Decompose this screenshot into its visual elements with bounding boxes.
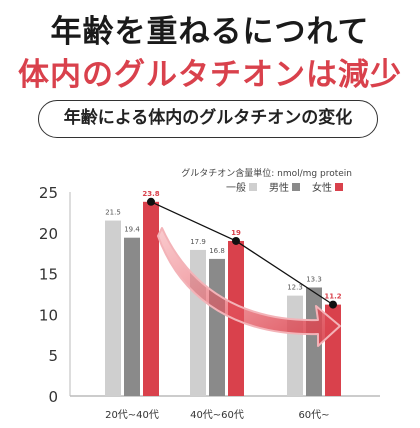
y-tick-label: 25 <box>39 184 58 202</box>
value-labels: 21.5 19.4 23.8 17.916.8 19 12.313.3 11.2 <box>105 190 342 301</box>
legend-label: 一般 <box>226 181 246 194</box>
data-label: 19.4 <box>124 226 140 234</box>
unit-label: グルタチオン含量単位: nmol/mg protein <box>181 167 352 179</box>
trend-point <box>232 236 240 245</box>
y-tick-label: 10 <box>39 306 58 324</box>
trend-point <box>329 300 337 309</box>
headline-line-2: 体内のグルタチオンは減少 <box>18 57 402 93</box>
legend-swatch <box>292 183 300 191</box>
y-tick-label: 20 <box>39 225 58 243</box>
chart-subtitle-pill: 年齢による体内のグルタチオンの変化 <box>38 100 378 138</box>
headline-line-1: 年齢を重ねるにつれて <box>50 14 370 50</box>
y-axis: 0 5 10 15 20 25 <box>39 184 380 406</box>
x-tick-label: 20代~40代 <box>105 409 159 421</box>
data-label: 16.8 <box>209 247 225 255</box>
x-tick-label: 40代~60代 <box>190 409 244 421</box>
bar <box>287 295 303 396</box>
legend-label: 女性 <box>312 181 332 194</box>
data-label: 13.3 <box>306 275 322 283</box>
female-trend-line <box>147 197 337 309</box>
x-axis-labels: 20代~40代 40代~60代 60代~ <box>105 409 329 421</box>
x-tick-label: 60代~ <box>298 409 329 421</box>
legend-swatch <box>249 183 257 191</box>
bar <box>209 258 225 396</box>
decline-arrow <box>157 227 341 347</box>
legend-swatch <box>335 183 343 191</box>
legend: 一般 男性 女性 <box>226 181 343 194</box>
bar <box>190 249 206 396</box>
legend-label: 男性 <box>269 181 289 194</box>
data-label: 23.8 <box>142 190 159 198</box>
trend-point <box>147 197 155 206</box>
data-label: 11.2 <box>324 293 341 301</box>
data-label: 19 <box>231 229 241 237</box>
y-tick-label: 5 <box>48 347 58 365</box>
y-tick-label: 15 <box>39 266 58 284</box>
bar <box>105 220 121 396</box>
bar <box>143 201 159 396</box>
data-label: 12.3 <box>287 284 303 292</box>
data-label: 17.9 <box>190 238 206 246</box>
bar <box>124 237 140 396</box>
y-tick-label: 0 <box>48 388 58 406</box>
data-label: 21.5 <box>105 209 121 217</box>
